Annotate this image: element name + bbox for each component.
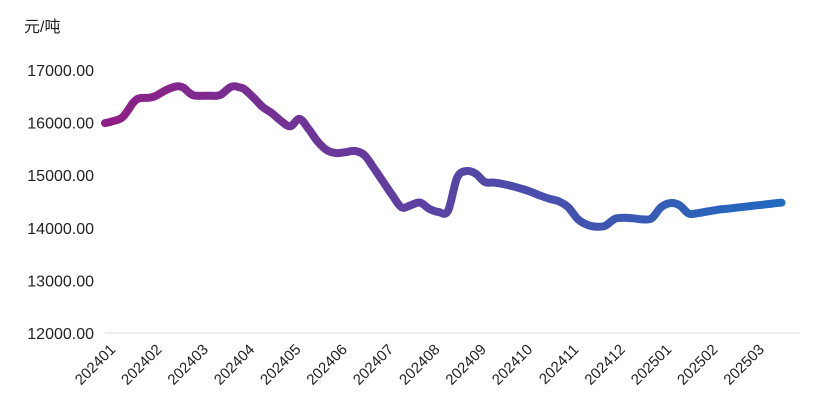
y-tick-label: 14000.00 — [27, 221, 94, 238]
x-tick-label: 202501 — [628, 341, 675, 388]
y-tick-label: 16000.00 — [27, 116, 94, 133]
y-tick-label: 12000.00 — [27, 326, 94, 343]
x-tick-label: 202408 — [396, 341, 443, 388]
x-tick-label: 202409 — [442, 341, 489, 388]
x-tick-label: 202401 — [72, 341, 119, 388]
x-tick-label: 202411 — [536, 341, 583, 388]
x-tick-label: 202406 — [303, 341, 350, 388]
y-tick-label: 15000.00 — [27, 168, 94, 185]
y-tick-label: 17000.00 — [27, 63, 94, 80]
x-axis-ticks: 2024012024022024032024042024052024062024… — [72, 341, 768, 388]
x-tick-label: 202407 — [350, 341, 397, 388]
y-axis-unit-label: 元/吨 — [24, 18, 60, 36]
x-tick-label: 202502 — [674, 341, 721, 388]
x-tick-label: 202503 — [720, 341, 767, 388]
x-tick-label: 202412 — [581, 341, 628, 388]
x-tick-label: 202404 — [211, 341, 258, 388]
price-line — [101, 82, 786, 231]
y-axis-ticks: 12000.00 13000.00 14000.00 15000.00 16000.00… — [27, 63, 94, 343]
x-tick-label: 202405 — [257, 341, 304, 388]
x-tick-label: 202402 — [118, 341, 165, 388]
x-tick-label: 202403 — [164, 341, 211, 388]
y-tick-label: 13000.00 — [27, 273, 94, 290]
x-tick-label: 202410 — [489, 341, 536, 388]
